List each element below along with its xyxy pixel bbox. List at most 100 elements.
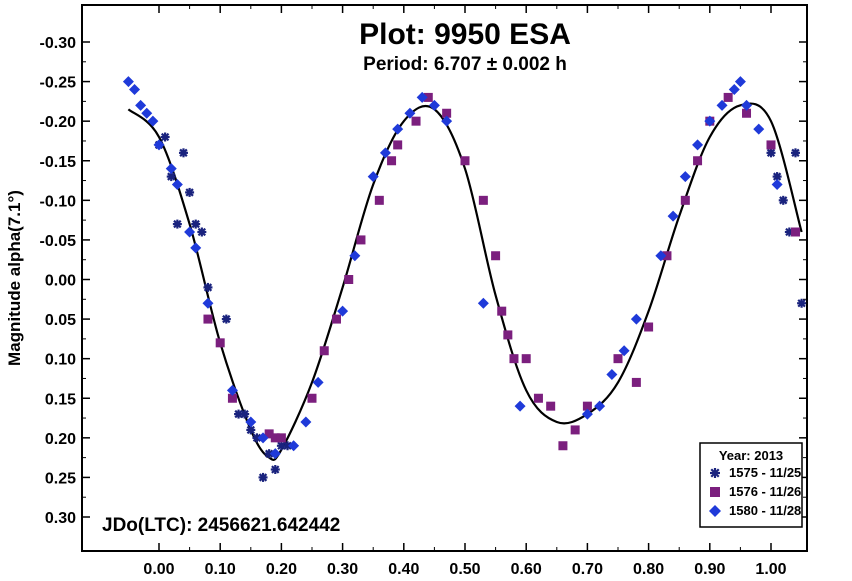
square-point: [227, 393, 237, 403]
square-marker: [766, 140, 776, 150]
asterisk-point: [778, 195, 788, 205]
square-marker: [331, 314, 341, 324]
asterisk-point: [790, 148, 800, 158]
y-tick-label: -0.30: [40, 35, 77, 52]
square-point: [570, 425, 580, 435]
plot-frame: [81, 4, 808, 552]
asterisk-stroke: [283, 441, 292, 450]
asterisk-point: [160, 132, 170, 142]
square-point: [503, 330, 513, 340]
diamond-point: [655, 250, 667, 262]
x-tick-label: 0.50: [449, 561, 480, 578]
diamond-point: [129, 84, 141, 95]
x-tick-label: 0.20: [266, 561, 297, 578]
square-point: [356, 235, 366, 245]
diamond-marker: [428, 99, 440, 111]
diamond-marker: [655, 250, 667, 262]
diamond-point: [404, 107, 416, 119]
diamond-point: [716, 99, 728, 111]
diamond-point: [441, 115, 453, 127]
square-point: [460, 156, 470, 166]
square-marker: [276, 433, 286, 443]
square-marker: [478, 195, 488, 205]
y-axis-label: Magnitude alpha(7.1°): [5, 190, 24, 366]
square-marker: [503, 330, 513, 340]
square-marker: [710, 487, 720, 497]
square-point: [387, 156, 397, 166]
diamond-point: [606, 369, 618, 380]
diamond-point: [741, 99, 753, 111]
diamond-marker: [741, 99, 753, 111]
asterisk-point: [270, 465, 280, 474]
square-point: [631, 377, 641, 387]
square-point: [644, 322, 654, 332]
y-tick-label: 0.25: [45, 470, 76, 487]
diamond-marker: [269, 448, 281, 460]
diamond-marker: [771, 179, 783, 190]
diamond-point: [416, 91, 428, 103]
square-point: [393, 140, 403, 150]
square-marker: [533, 393, 543, 403]
square-point: [276, 433, 286, 443]
diamond-point: [349, 250, 361, 262]
diamond-point: [257, 432, 269, 444]
diamond-point: [753, 123, 765, 135]
legend: Year: 2013 1575 - 11/25 1576 - 11/26 1580 …: [699, 442, 803, 528]
diamond-marker: [618, 345, 630, 357]
square-point: [319, 346, 329, 356]
asterisk-point: [258, 472, 268, 482]
diamond-point: [312, 376, 324, 388]
diamond-marker: [630, 313, 642, 325]
diamond-point: [630, 313, 642, 325]
diamond-marker: [441, 115, 453, 127]
asterisk-point: [172, 219, 182, 229]
square-marker: [723, 92, 733, 102]
y-tick-label: -0.20: [40, 114, 77, 131]
diamond-marker: [337, 305, 349, 317]
square-point: [497, 306, 507, 316]
diamond-marker: [753, 123, 765, 135]
diamond-point: [734, 76, 746, 88]
diamond-point: [428, 99, 440, 111]
diamond-marker: [692, 139, 704, 151]
asterisk-point: [766, 148, 776, 158]
square-point: [215, 338, 225, 348]
square-point: [766, 140, 776, 150]
square-marker: [423, 92, 433, 102]
legend-entry-label: 1580 - 11/28: [729, 503, 801, 518]
data-points: [122, 76, 807, 482]
square-marker: [203, 314, 213, 324]
asterisk-point: [191, 219, 201, 229]
square-point: [509, 354, 519, 364]
diamond-point: [171, 179, 183, 190]
square-marker: [307, 393, 317, 403]
square-marker: [662, 251, 672, 261]
diamond-marker: [141, 107, 153, 119]
diamond-marker: [514, 400, 526, 412]
x-tick-label: 0.60: [511, 561, 542, 578]
diamond-marker: [184, 226, 196, 238]
diamond-marker: [135, 99, 147, 111]
asterisk-stroke: [173, 219, 182, 229]
diamond-point: [709, 505, 721, 517]
diamond-point: [147, 115, 159, 127]
asterisk-stroke: [197, 227, 206, 237]
asterisk-stroke: [246, 425, 255, 435]
asterisk-point: [797, 298, 807, 308]
asterisk-point: [197, 227, 207, 237]
square-marker: [582, 401, 592, 411]
square-marker: [693, 156, 703, 166]
square-marker: [558, 441, 568, 451]
y-tick-label: -0.10: [40, 193, 77, 210]
square-marker: [644, 322, 654, 332]
diamond-point: [367, 171, 379, 183]
diamond-marker: [404, 107, 416, 119]
square-marker: [546, 401, 556, 411]
square-point: [693, 156, 703, 166]
diamond-marker: [245, 416, 257, 428]
diamond-marker: [226, 384, 238, 396]
square-marker: [790, 227, 800, 237]
diamond-marker: [257, 432, 269, 444]
asterisk-point: [221, 314, 231, 324]
